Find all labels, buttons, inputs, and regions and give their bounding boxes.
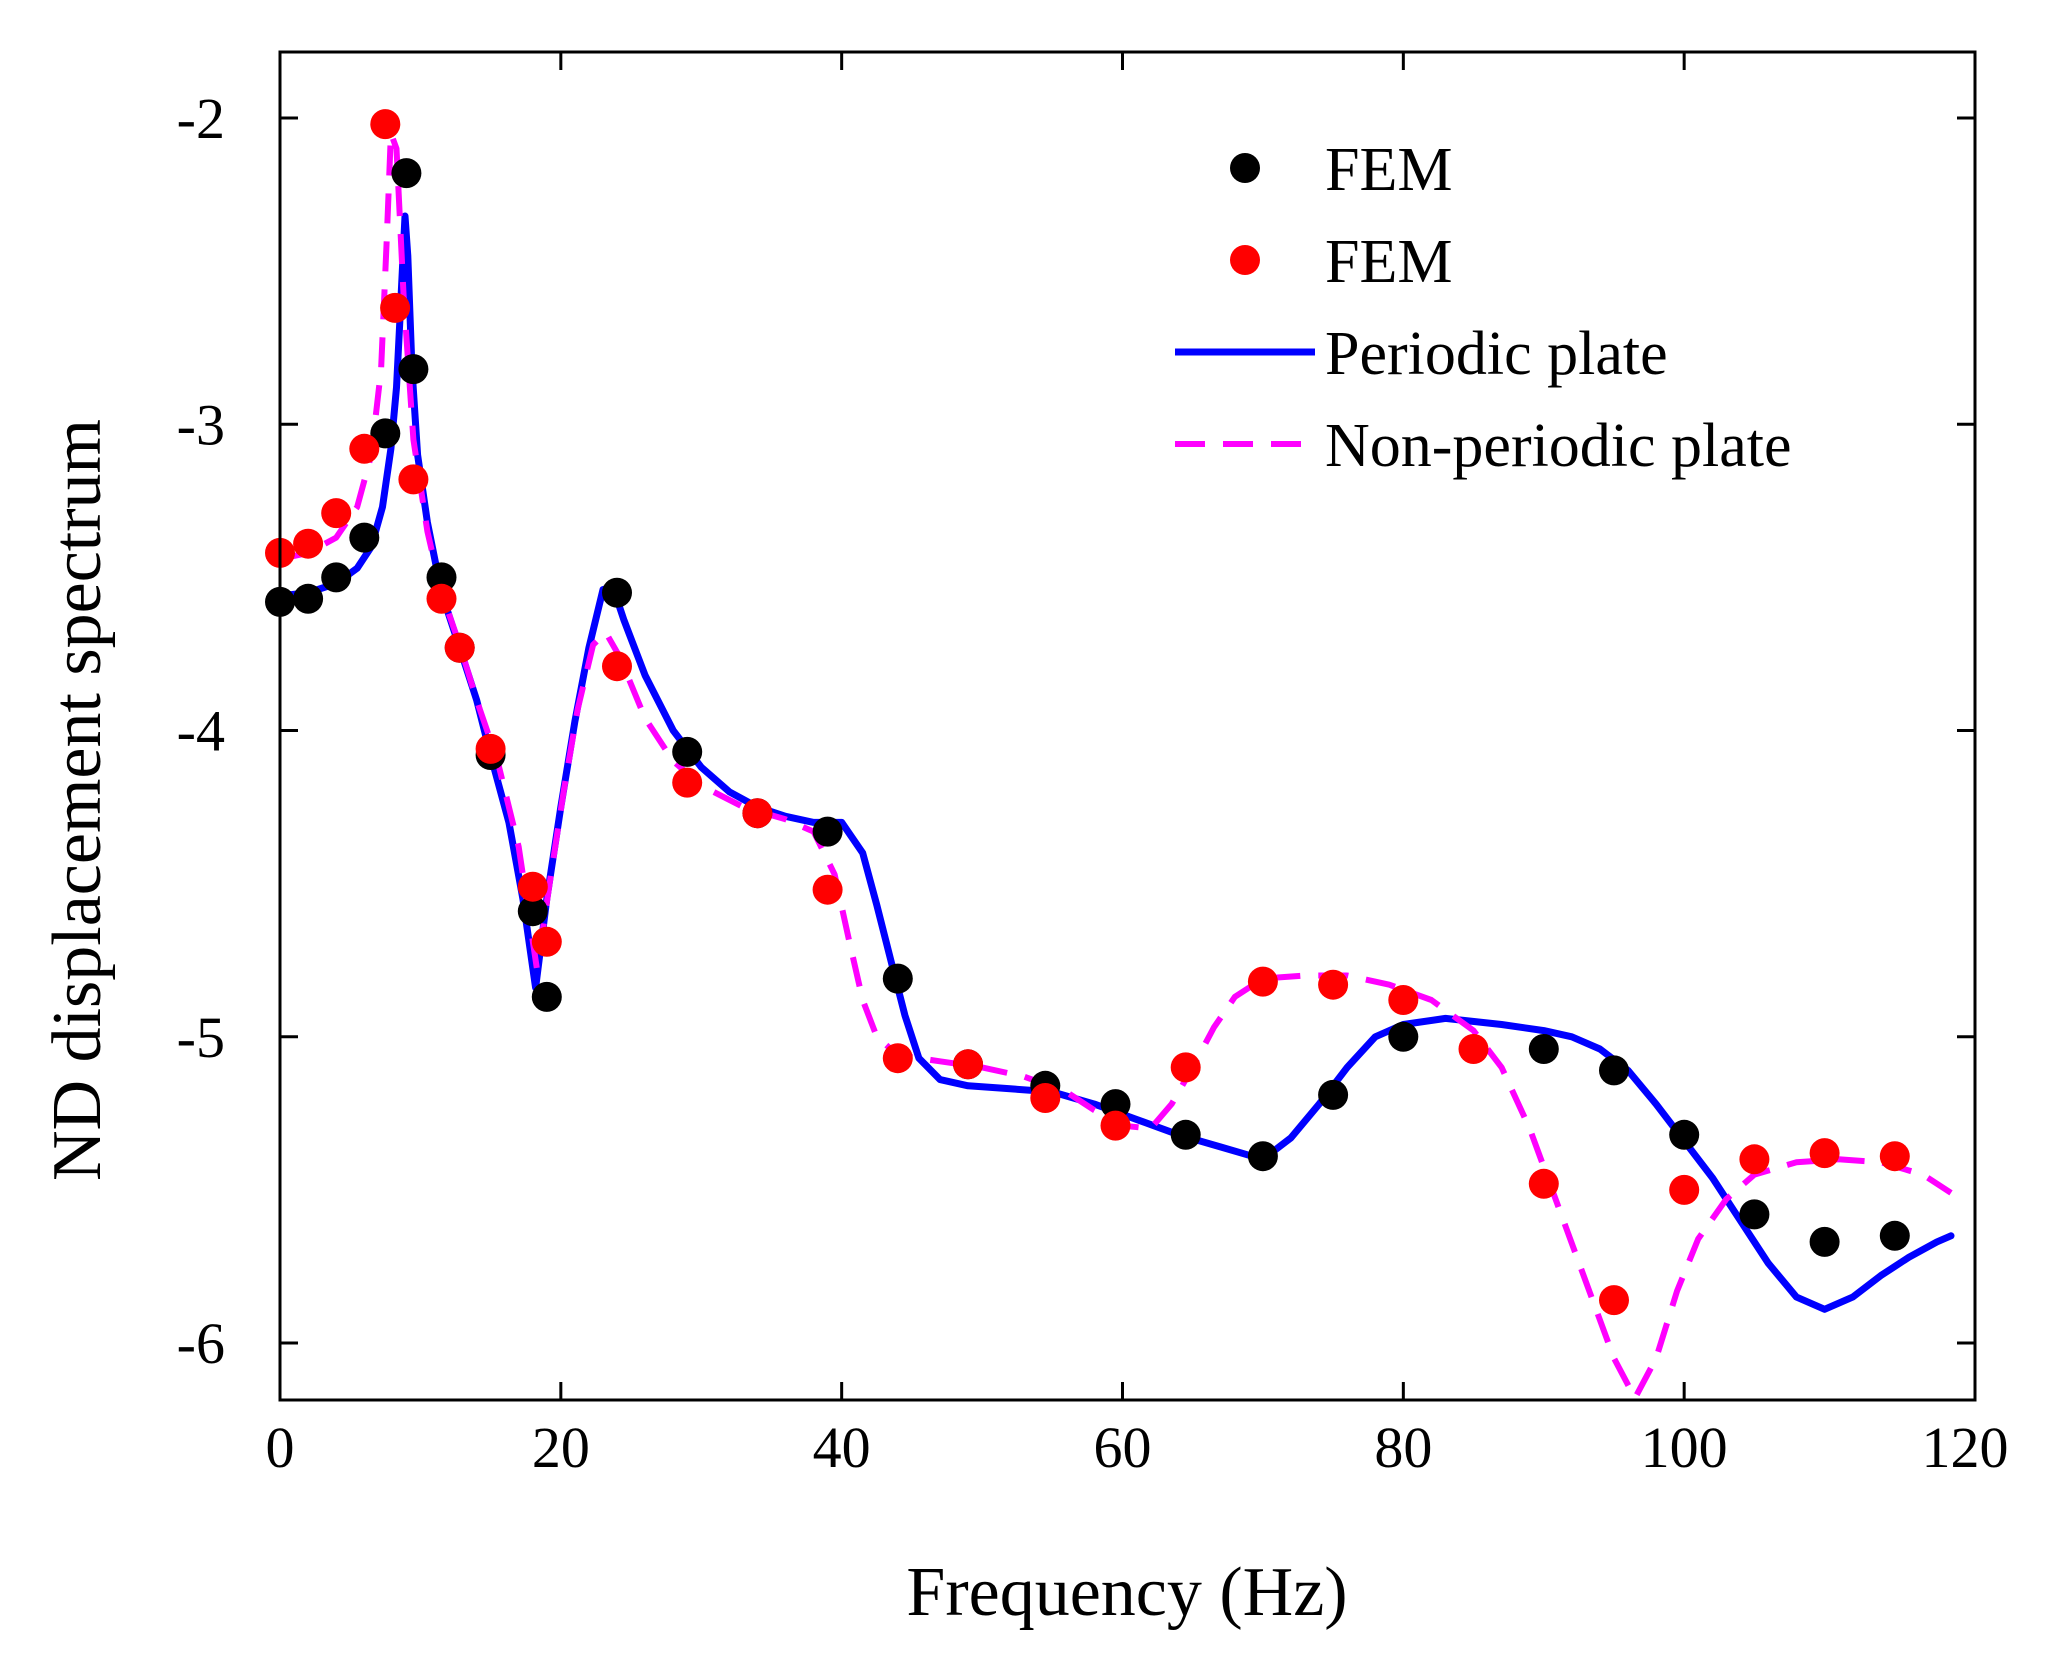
fem-point	[444, 632, 475, 663]
fem-point	[742, 798, 773, 829]
fem-point	[1318, 1079, 1349, 1110]
fem-point	[349, 522, 380, 553]
fem-point	[1247, 966, 1278, 997]
fem-point	[1739, 1199, 1770, 1230]
fem-point	[1739, 1144, 1770, 1175]
y-tick-label: -3	[177, 392, 225, 457]
y-tick-label: -2	[177, 86, 225, 151]
x-tick-label: 60	[1094, 1415, 1152, 1480]
fem-point	[531, 981, 562, 1012]
y-tick-label: -4	[177, 699, 225, 764]
fem-point	[370, 109, 401, 140]
fem-point	[1879, 1141, 1910, 1172]
x-tick-label: 120	[1922, 1415, 2009, 1480]
fem-point	[882, 963, 913, 994]
legend-marker-dot	[1230, 245, 1260, 275]
fem-point	[1100, 1110, 1131, 1141]
fem-point	[293, 528, 324, 559]
fem-point	[475, 733, 506, 764]
legend-label: Periodic plate	[1325, 320, 1668, 388]
x-tick-label: 20	[532, 1415, 590, 1480]
fem-point	[1170, 1119, 1201, 1150]
series-points-1	[265, 109, 1910, 1316]
fem-point	[293, 583, 324, 614]
fem-point	[1599, 1055, 1629, 1086]
fem-point	[672, 767, 703, 798]
y-tick-label: -6	[177, 1311, 225, 1376]
fem-point	[812, 816, 843, 847]
fem-point	[1388, 1021, 1419, 1052]
fem-point	[1669, 1174, 1700, 1205]
legend-marker-dot	[1230, 153, 1260, 183]
fem-point	[398, 354, 429, 385]
axis-ticks	[280, 52, 1975, 1400]
fem-point	[1030, 1083, 1061, 1113]
fem-point	[1458, 1034, 1489, 1064]
fem-point	[380, 292, 411, 323]
fem-point	[882, 1043, 913, 1074]
fem-point	[1318, 969, 1349, 1000]
fem-point	[426, 583, 457, 614]
plot-background	[280, 52, 1975, 1400]
fem-point	[1879, 1220, 1910, 1251]
fem-point	[602, 651, 632, 682]
fem-point	[391, 158, 422, 189]
fem-point	[953, 1049, 983, 1080]
y-axis-label: ND displacement spectrum	[39, 419, 116, 1181]
legend-label: FEM	[1325, 136, 1452, 204]
series-line-non-periodic-plate	[279, 130, 1953, 1402]
fem-point	[531, 926, 562, 957]
fem-point	[517, 896, 548, 927]
fem-point	[517, 871, 548, 902]
legend-label: FEM	[1325, 228, 1452, 296]
fem-point	[370, 418, 401, 449]
fem-point	[426, 562, 457, 593]
legend: FEM FEM Periodic plate Non-periodic plate	[1175, 136, 1792, 480]
series-layer	[265, 109, 1955, 1402]
fem-point	[1809, 1226, 1840, 1257]
fem-point	[602, 577, 632, 608]
fem-point	[1809, 1138, 1840, 1169]
x-tick-label: 80	[1374, 1415, 1432, 1480]
fem-point	[1170, 1052, 1201, 1083]
fem-point	[1247, 1141, 1278, 1172]
x-tick-label: 40	[813, 1415, 871, 1480]
fem-point	[398, 464, 429, 495]
fem-point	[1669, 1119, 1700, 1150]
tick-labels: 0 20 40 60 80 100 120 -2 -3 -4 -5 -6	[177, 86, 2009, 1480]
fem-point	[1528, 1168, 1559, 1199]
plot-frame	[278, 50, 1977, 1402]
fem-point	[812, 874, 843, 905]
fem-point	[672, 736, 703, 767]
fem-point	[321, 562, 352, 593]
y-tick-label: -5	[177, 1005, 225, 1070]
fem-point	[1388, 985, 1419, 1015]
fem-point	[1528, 1034, 1559, 1064]
fem-point	[1100, 1089, 1131, 1120]
x-tick-label: 0	[266, 1415, 295, 1480]
fem-point	[321, 498, 352, 529]
fem-point	[1599, 1285, 1629, 1316]
x-tick-label: 100	[1641, 1415, 1728, 1480]
x-axis-label: Frequency (Hz)	[906, 1554, 1347, 1631]
fem-point	[349, 433, 380, 464]
legend-label: Non-periodic plate	[1325, 412, 1792, 480]
